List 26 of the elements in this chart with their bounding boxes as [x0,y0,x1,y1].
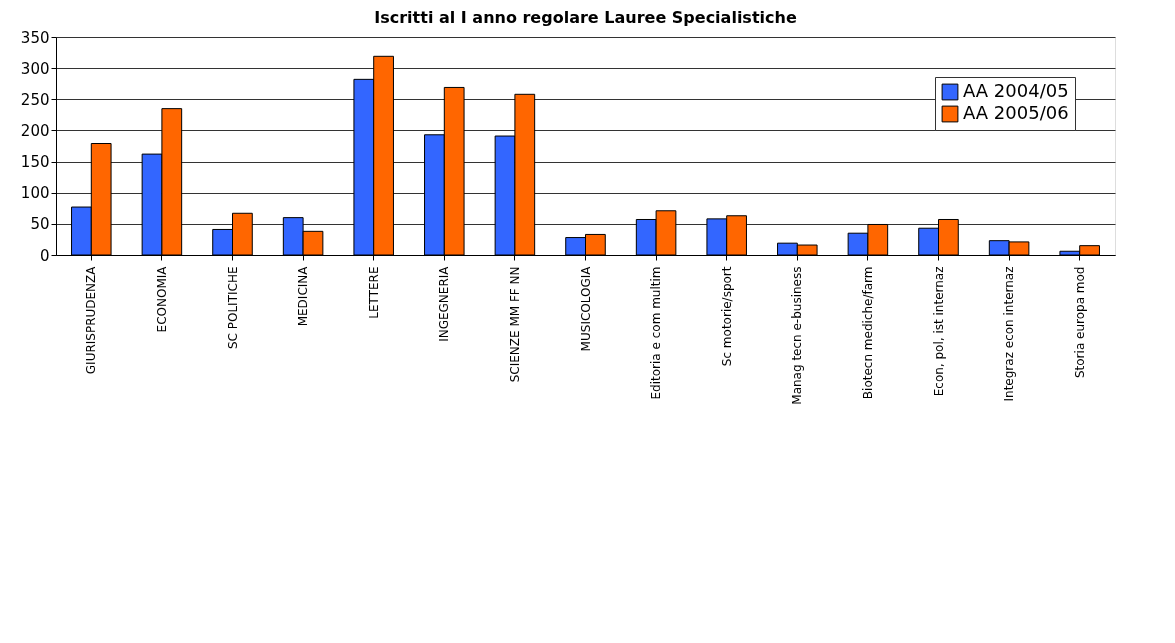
x-tick-label: Biotecn mediche/farm [860,266,875,400]
x-tick-label: SCIENZE MM FF NN [507,266,522,383]
x-tick-label: LETTERE [366,266,381,319]
x-tick-label: SC POLITICHE [225,266,240,350]
x-tick-label: Sc motorie/sport [719,266,734,367]
x-tick-label: Econ, pol, ist internaz [931,266,946,397]
y-tick-label: 250 [20,90,50,109]
x-tick-label: MEDICINA [296,265,311,327]
legend-label: AA 2004/05 [963,80,1069,101]
x-tick-label: Storia europa mod [1072,266,1087,379]
x-tick-label: Manag tecn e-business [790,266,805,405]
y-tick-label: 0 [39,246,50,265]
x-tick-label: ECONOMIA [154,265,169,333]
y-tick-label: 300 [20,59,50,78]
x-tick-label: Integraz econ internaz [1002,266,1017,402]
y-tick-label: 150 [20,153,50,172]
y-tick-label: 100 [20,184,50,203]
legend-label: AA 2005/06 [963,102,1069,123]
y-tick-label: 350 [20,28,50,47]
x-tick-label: INGEGNERIA [437,265,452,342]
y-tick-label: 50 [30,215,50,234]
x-tick-label: GIURISPRUDENZA [84,265,99,375]
chart-title: Iscritti al I anno regolare Lauree Specialistiche [374,8,797,27]
x-tick-label: Editoria e com multim [649,266,664,400]
x-tick-label: MUSICOLOGIA [578,265,593,352]
y-tick-label: 200 [20,121,50,140]
